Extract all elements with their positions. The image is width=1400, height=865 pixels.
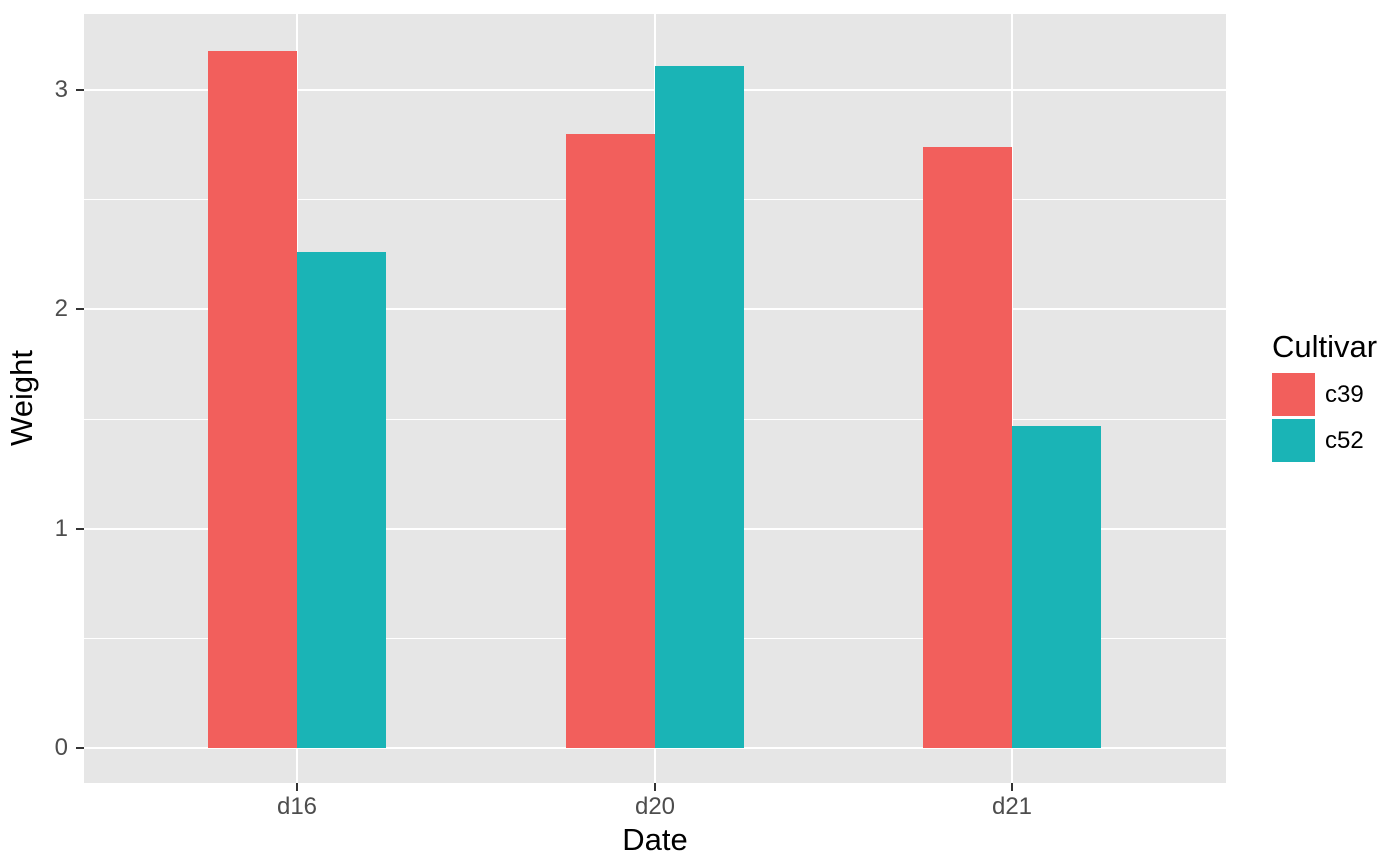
bar-c52-d21 xyxy=(1012,425,1101,748)
legend-item-c52: c52 xyxy=(1272,419,1364,462)
bar-c39-d20 xyxy=(566,133,655,748)
x-tick-d21 xyxy=(1011,783,1013,791)
legend-items: c39 c52 xyxy=(1272,373,1364,465)
y-tick-2 xyxy=(76,308,84,311)
x-tick-d20 xyxy=(654,783,656,791)
y-tick-3 xyxy=(76,89,84,92)
y-axis-title: Weight xyxy=(4,350,39,446)
legend-item-c39: c39 xyxy=(1272,373,1364,416)
y-tick-label-0: 0 xyxy=(54,734,68,761)
x-tick-label-d16: d16 xyxy=(276,793,318,820)
x-tick-label-d21: d21 xyxy=(991,793,1033,820)
legend-key-c52 xyxy=(1272,419,1315,462)
bar-c52-d20 xyxy=(655,65,744,748)
y-tick-0 xyxy=(76,747,84,749)
legend-label-c52: c52 xyxy=(1325,426,1364,454)
y-tick-1 xyxy=(76,527,84,530)
x-tick-label-d20: d20 xyxy=(634,793,676,820)
gridline-x-major-d21 xyxy=(1011,14,1013,783)
legend-key-c39 xyxy=(1272,373,1315,416)
y-tick-label-1: 1 xyxy=(54,514,68,542)
x-axis-title: Date xyxy=(622,822,688,857)
legend-label-c39: c39 xyxy=(1325,380,1364,408)
legend-title: Cultivar xyxy=(1272,329,1378,364)
bar-c52-d16 xyxy=(297,252,386,748)
bar-c39-d21 xyxy=(923,147,1012,748)
y-tick-label-2: 2 xyxy=(54,295,68,323)
x-tick-d16 xyxy=(296,783,298,791)
bar-c39-d16 xyxy=(208,50,297,748)
plot-panel xyxy=(84,14,1226,783)
y-tick-label-3: 3 xyxy=(54,76,68,104)
legend: Cultivar c39 c52 xyxy=(1272,330,1377,465)
